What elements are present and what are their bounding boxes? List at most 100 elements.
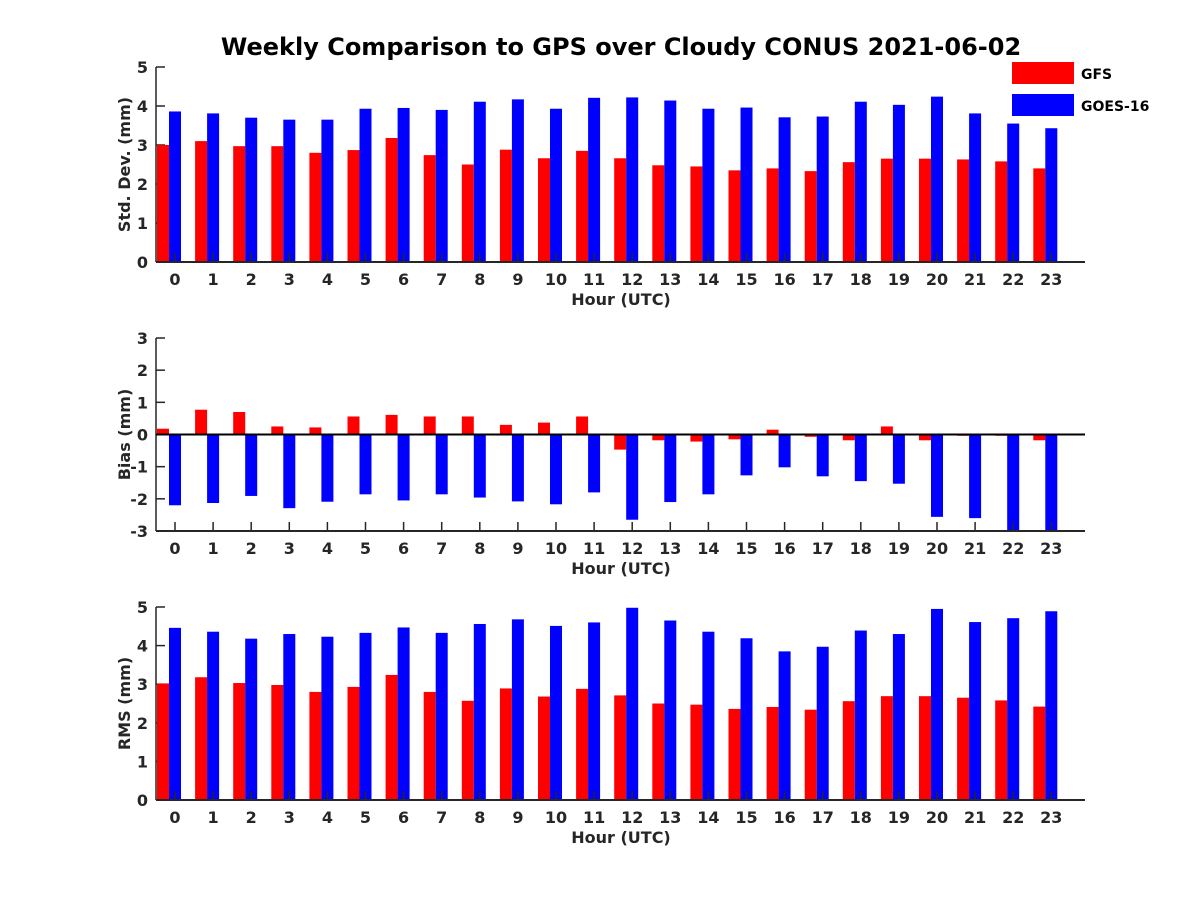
bar-goes16-hour-15: [740, 107, 753, 262]
bar-goes16-hour-15: [740, 638, 753, 800]
y-axis-label: RMS (mm): [115, 657, 134, 750]
x-tick-label: 16: [773, 808, 795, 827]
bar-gfs-hour-11: [576, 688, 589, 800]
legend-label-goes16: GOES-16: [1081, 99, 1149, 115]
x-tick-label: 0: [169, 539, 180, 558]
bar-goes16-hour-16: [778, 434, 791, 468]
x-tick-label: 12: [621, 539, 643, 558]
y-tick-label: 1: [137, 214, 148, 233]
bar-gfs-hour-2: [233, 146, 246, 262]
bar-gfs-hour-16: [766, 706, 779, 800]
bar-gfs-hour-3: [271, 684, 284, 800]
bar-goes16-hour-12: [626, 97, 639, 262]
bar-gfs-hour-7: [423, 155, 436, 262]
x-axis-label: Hour (UTC): [571, 559, 671, 578]
bar-goes16-hour-11: [588, 434, 601, 493]
x-tick-label: 21: [964, 808, 986, 827]
bar-gfs-hour-10: [538, 696, 550, 800]
bar-gfs-hour-0: [157, 428, 169, 435]
bar-gfs-hour-11: [576, 416, 589, 435]
bar-gfs-hour-10: [538, 422, 550, 435]
bar-goes16-hour-2: [245, 638, 258, 800]
bar-gfs-hour-4: [309, 691, 322, 800]
x-tick-label: 12: [621, 808, 643, 827]
bar-goes16-hour-9: [511, 434, 524, 502]
x-tick-label: 4: [322, 539, 333, 558]
x-tick-label: 14: [697, 270, 719, 289]
bar-gfs-hour-17: [804, 709, 817, 800]
bar-gfs-hour-23: [1033, 168, 1046, 262]
y-tick-label: 0: [137, 791, 148, 810]
bar-gfs-hour-14: [690, 166, 703, 262]
legend-swatch-goes16: [1012, 94, 1074, 116]
y-tick-label: 3: [137, 675, 148, 694]
x-tick-label: 23: [1040, 539, 1062, 558]
x-tick-label: 3: [284, 539, 295, 558]
x-tick-label: 8: [474, 539, 485, 558]
bar-goes16-hour-13: [664, 620, 677, 800]
bar-gfs-hour-18: [842, 162, 855, 262]
bar-goes16-hour-22: [1007, 434, 1020, 531]
x-tick-label: 18: [850, 539, 872, 558]
legend: GFS GOES-16: [1012, 62, 1149, 116]
bar-gfs-hour-17: [804, 171, 817, 262]
bar-goes16-hour-19: [892, 634, 905, 800]
x-tick-label: 22: [1002, 270, 1024, 289]
x-tick-label: 17: [812, 539, 834, 558]
x-tick-label: 11: [583, 539, 605, 558]
x-tick-label: 7: [436, 270, 447, 289]
bar-gfs-hour-13: [652, 703, 665, 800]
bar-goes16-hour-8: [473, 101, 486, 263]
x-tick-label: 3: [284, 270, 295, 289]
x-tick-label: 5: [360, 539, 371, 558]
y-tick-label: -3: [130, 522, 148, 541]
x-tick-label: 9: [512, 808, 523, 827]
bar-gfs-hour-3: [271, 146, 284, 262]
bar-goes16-hour-0: [169, 434, 181, 506]
bar-goes16-hour-17: [816, 646, 829, 800]
bar-gfs-hour-5: [347, 686, 360, 800]
x-tick-label: 7: [436, 539, 447, 558]
bar-gfs-hour-23: [1033, 434, 1046, 441]
x-tick-label: 17: [812, 808, 834, 827]
bar-goes16-hour-8: [473, 623, 486, 800]
bar-goes16-hour-0: [169, 111, 181, 263]
bar-gfs-hour-0: [157, 683, 169, 800]
bar-gfs-hour-4: [309, 152, 322, 262]
bar-goes16-hour-13: [664, 434, 677, 503]
x-tick-label: 5: [360, 270, 371, 289]
x-tick-label: 14: [697, 539, 719, 558]
y-tick-label: 4: [137, 97, 148, 116]
bar-goes16-hour-7: [435, 109, 448, 263]
bar-gfs-hour-0: [157, 145, 169, 262]
bar-goes16-hour-20: [931, 96, 943, 262]
bar-gfs-hour-8: [461, 164, 474, 262]
y-tick-label: -1: [130, 458, 148, 477]
bar-goes16-hour-10: [550, 108, 562, 262]
bar-goes16-hour-18: [854, 434, 867, 482]
bar-goes16-hour-1: [207, 434, 220, 504]
bar-gfs-hour-19: [880, 158, 893, 262]
x-tick-label: 4: [322, 808, 333, 827]
bar-gfs-hour-1: [195, 409, 208, 435]
bar-goes16-hour-23: [1045, 128, 1058, 262]
bar-goes16-hour-21: [969, 434, 982, 519]
bar-goes16-hour-1: [207, 631, 220, 800]
x-tick-label: 1: [208, 808, 219, 827]
bar-gfs-hour-6: [385, 414, 398, 435]
bar-goes16-hour-9: [511, 99, 524, 263]
x-tick-label: 9: [512, 270, 523, 289]
bar-goes16-hour-1: [207, 113, 220, 262]
bar-goes16-hour-2: [245, 434, 258, 496]
x-tick-label: 21: [964, 270, 986, 289]
x-tick-label: 14: [697, 808, 719, 827]
bar-goes16-hour-17: [816, 434, 829, 477]
x-tick-label: 16: [773, 270, 795, 289]
legend-swatch-gfs: [1012, 62, 1074, 84]
bar-goes16-hour-3: [283, 634, 296, 800]
bar-gfs-hour-18: [842, 701, 855, 800]
x-tick-label: 17: [812, 270, 834, 289]
